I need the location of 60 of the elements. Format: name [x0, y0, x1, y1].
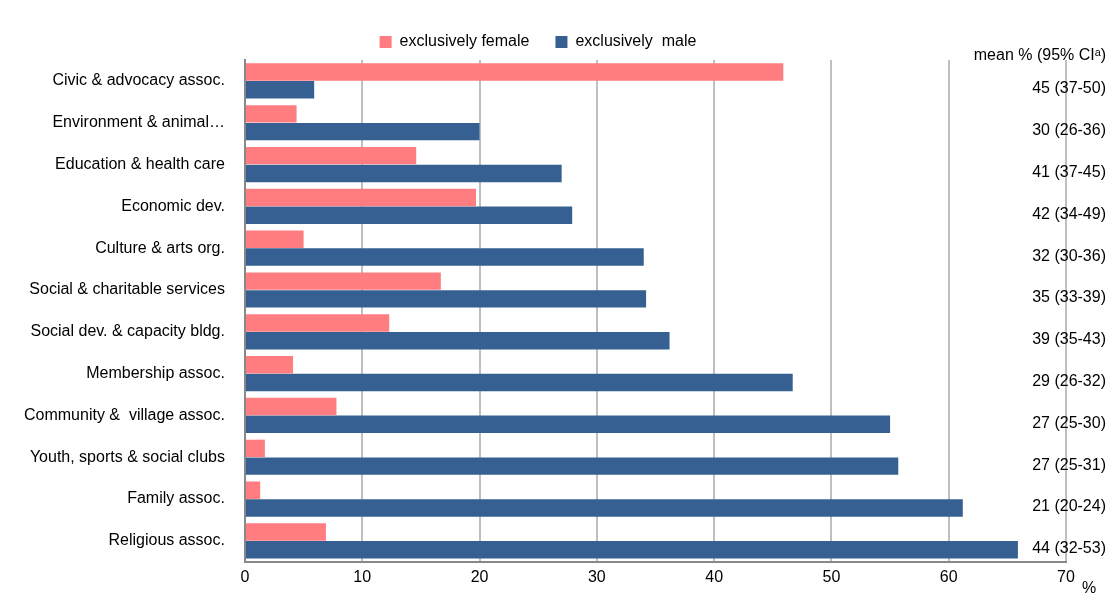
- y-tick-label: Religious assoc.: [108, 531, 225, 549]
- x-tick-label: 30: [587, 567, 606, 585]
- y-tick-label: Environment & animal…: [52, 113, 225, 131]
- annotation: 44 (32-53): [1032, 539, 1106, 557]
- bar: [245, 373, 793, 392]
- x-tick-label: 20: [470, 567, 489, 585]
- bar: [245, 457, 899, 475]
- bar: [245, 415, 891, 434]
- y-tick-label: Civic & advocacy assoc.: [52, 71, 225, 89]
- bar: [245, 290, 647, 308]
- annotation: 41 (37-45): [1032, 162, 1106, 180]
- y-tick-label: Economic dev.: [121, 196, 225, 214]
- y-tick-label: Membership assoc.: [86, 364, 225, 382]
- legend-label: exclusively female: [399, 32, 530, 50]
- bar: [245, 81, 315, 99]
- x-tick-label: 50: [822, 567, 841, 585]
- annotation: 42 (34-49): [1032, 204, 1106, 222]
- bar: [245, 331, 670, 350]
- bar: [245, 541, 1018, 559]
- y-tick-label: Youth, sports & social clubs: [29, 447, 225, 465]
- x-tick-label: 10: [353, 567, 372, 585]
- bar: [245, 356, 294, 374]
- y-tick-label: Family assoc.: [127, 489, 225, 507]
- bar: [245, 397, 337, 416]
- bar: [245, 439, 265, 458]
- annotation: 21 (20-24): [1032, 497, 1106, 515]
- x-tick-label: 70: [1057, 567, 1075, 585]
- bar: [245, 499, 963, 517]
- bar: [245, 63, 784, 81]
- annotation: 29 (26-32): [1032, 372, 1106, 390]
- y-tick-label: Social dev. & capacity bldg.: [30, 322, 225, 340]
- y-tick-label: Social & charitable services: [29, 280, 225, 298]
- x-axis-title: %: [1082, 579, 1097, 597]
- y-tick-label: Education & health care: [55, 154, 226, 172]
- bar: [245, 164, 562, 183]
- x-tick-label: 60: [939, 567, 958, 585]
- bar: [245, 230, 304, 248]
- bar: [245, 314, 390, 332]
- bar: [245, 206, 573, 224]
- legend-label: exclusively male: [575, 32, 697, 50]
- bar: [245, 481, 261, 499]
- bar: [245, 146, 417, 165]
- annotation: 27 (25-30): [1032, 413, 1106, 431]
- annotation: 32 (30-36): [1032, 246, 1106, 264]
- bar: [245, 248, 644, 266]
- bar: [245, 523, 326, 541]
- annotation: 30 (26-36): [1032, 121, 1106, 139]
- bar: [245, 105, 297, 123]
- annotation: 45 (37-50): [1032, 79, 1106, 97]
- x-tick-label: 40: [705, 567, 724, 585]
- annotation: 35 (33-39): [1032, 288, 1106, 306]
- y-tick-label: Culture & arts org.: [95, 238, 225, 256]
- bar: [245, 272, 441, 290]
- annotation: mean % (95% CIᵃ): [973, 46, 1106, 64]
- x-tick-label: 0: [240, 567, 250, 585]
- annotation: 39 (35-43): [1032, 330, 1106, 348]
- bar: [245, 188, 477, 207]
- annotation: 27 (25-31): [1032, 455, 1106, 473]
- bar: [245, 122, 480, 141]
- y-tick-label: Community & village assoc.: [23, 405, 225, 423]
